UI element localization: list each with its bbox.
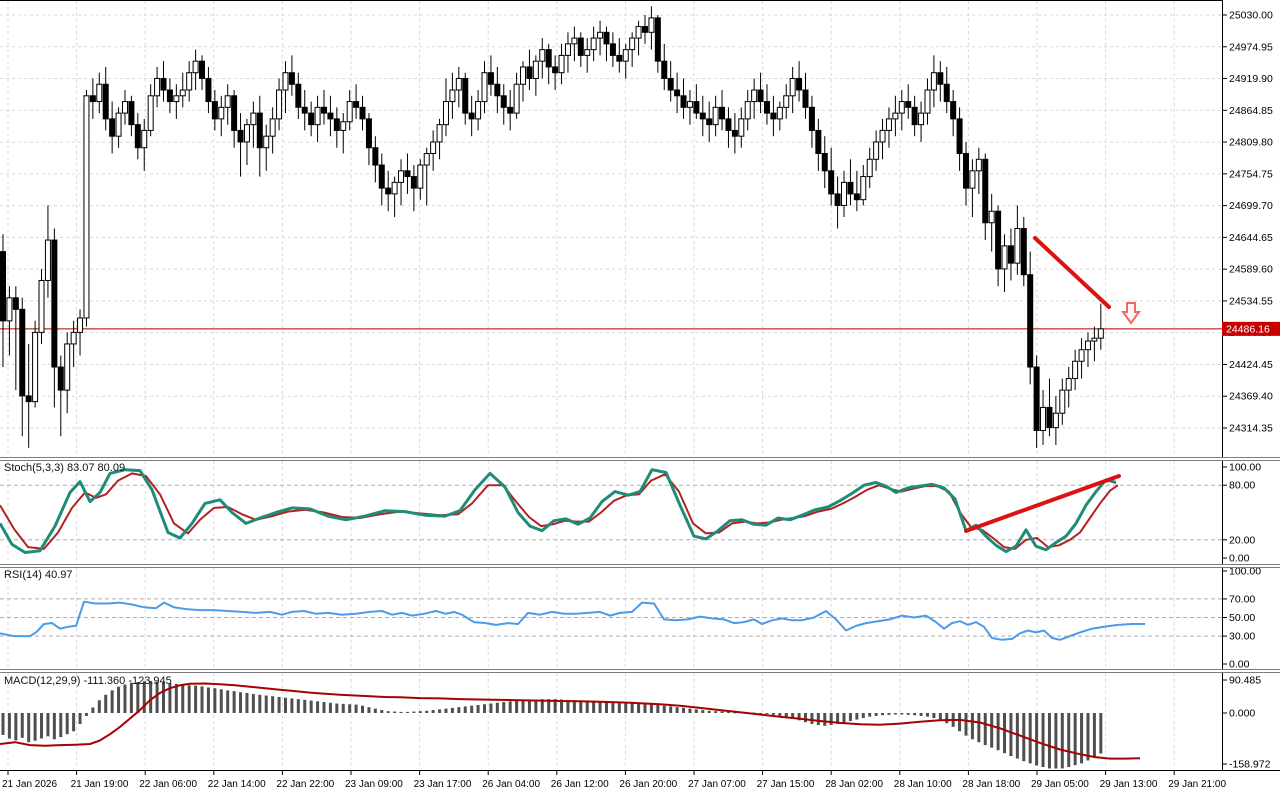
time-axis-label: 26 Jan 20:00 <box>619 779 677 790</box>
macd-histogram <box>1 680 1103 769</box>
chart-frame <box>0 0 1280 771</box>
pane-splitter[interactable] <box>0 457 1280 461</box>
stoch-signal-line <box>0 472 1119 550</box>
pane-splitter[interactable] <box>0 669 1280 673</box>
gridlines <box>0 1 1222 769</box>
time-axis-label: 21 Jan 2026 <box>2 779 57 790</box>
price-axis-label: 24754.75 <box>1229 168 1273 180</box>
time-axis: 21 Jan 2026 21 Jan 19:00 22 Jan 06:00 22 Ja… <box>2 770 1226 790</box>
time-axis-label: 22 Jan 14:00 <box>208 779 266 790</box>
price-axis-label: 24864.85 <box>1229 105 1273 117</box>
price-axis-label: 24314.35 <box>1229 423 1273 435</box>
macd-signal-line <box>0 682 1141 760</box>
macd-axis-label: 90.485 <box>1229 675 1261 687</box>
candlesticks <box>0 6 1104 448</box>
time-axis-label: 26 Jan 04:00 <box>482 779 540 790</box>
time-axis-label: 29 Jan 21:00 <box>1168 779 1226 790</box>
time-axis-label: 22 Jan 06:00 <box>139 779 197 790</box>
time-axis-label: 29 Jan 05:00 <box>1031 779 1089 790</box>
time-axis-label: 28 Jan 10:00 <box>894 779 952 790</box>
price-axis: 25030.00 24974.95 24919.90 24864.85 24809.80… <box>1222 10 1273 771</box>
time-axis-label: 26 Jan 12:00 <box>551 779 609 790</box>
rsi-axis-label: 70.00 <box>1229 593 1255 605</box>
current-price-label: 24486.16 <box>1226 323 1270 335</box>
price-axis-label: 24919.90 <box>1229 73 1273 85</box>
price-axis-label: 24589.60 <box>1229 264 1273 276</box>
time-axis-label: 29 Jan 13:00 <box>1100 779 1158 790</box>
time-axis-label: 28 Jan 18:00 <box>962 779 1020 790</box>
price-axis-label: 24644.65 <box>1229 232 1273 244</box>
price-axis-label: 24809.80 <box>1229 137 1273 149</box>
rsi-axis-label: 30.00 <box>1229 631 1255 643</box>
rsi-axis-label: 100.00 <box>1229 566 1261 578</box>
rsi-indicator-label: RSI(14) 40.97 <box>4 569 73 581</box>
downtrend-trendline[interactable] <box>1033 236 1111 309</box>
macd-indicator-label: MACD(12,29,9) -111.360 -123.945 <box>4 675 172 687</box>
stoch-axis-label: 80.00 <box>1229 480 1255 492</box>
stoch-axis-label: 20.00 <box>1229 534 1255 546</box>
price-axis-label: 24974.95 <box>1229 41 1273 53</box>
pane-splitter[interactable] <box>0 564 1280 568</box>
macd-axis-label: -158.972 <box>1229 759 1271 771</box>
macd-axis-label: 0.000 <box>1229 708 1255 720</box>
stoch-axis-label: 100.00 <box>1229 462 1261 474</box>
price-axis-label: 24424.45 <box>1229 359 1273 371</box>
time-axis-label: 22 Jan 22:00 <box>276 779 334 790</box>
time-axis-label: 28 Jan 02:00 <box>825 779 883 790</box>
stoch-uptrend-trendline[interactable] <box>964 474 1121 533</box>
stoch-axis-label: 0.00 <box>1229 553 1250 565</box>
rsi-axis-label: 50.00 <box>1229 612 1255 624</box>
price-axis-label: 24699.70 <box>1229 200 1273 212</box>
time-axis-label: 27 Jan 07:00 <box>688 779 746 790</box>
current-price-badge <box>1222 321 1280 336</box>
price-axis-label: 25030.00 <box>1229 10 1273 22</box>
time-axis-label: 21 Jan 19:00 <box>71 779 129 790</box>
time-axis-label: 23 Jan 09:00 <box>345 779 403 790</box>
price-axis-label: 24534.55 <box>1229 295 1273 307</box>
rsi-axis-label: 0.00 <box>1229 659 1250 671</box>
time-axis-label: 27 Jan 15:00 <box>757 779 815 790</box>
time-axis-label: 23 Jan 17:00 <box>414 779 472 790</box>
stochastic-indicator-label: Stoch(5,3,3) 83.07 80.09 <box>4 462 126 474</box>
rsi-line <box>0 600 1145 641</box>
down-arrow-icon[interactable] <box>1121 302 1141 325</box>
price-axis-label: 24369.40 <box>1229 391 1273 403</box>
